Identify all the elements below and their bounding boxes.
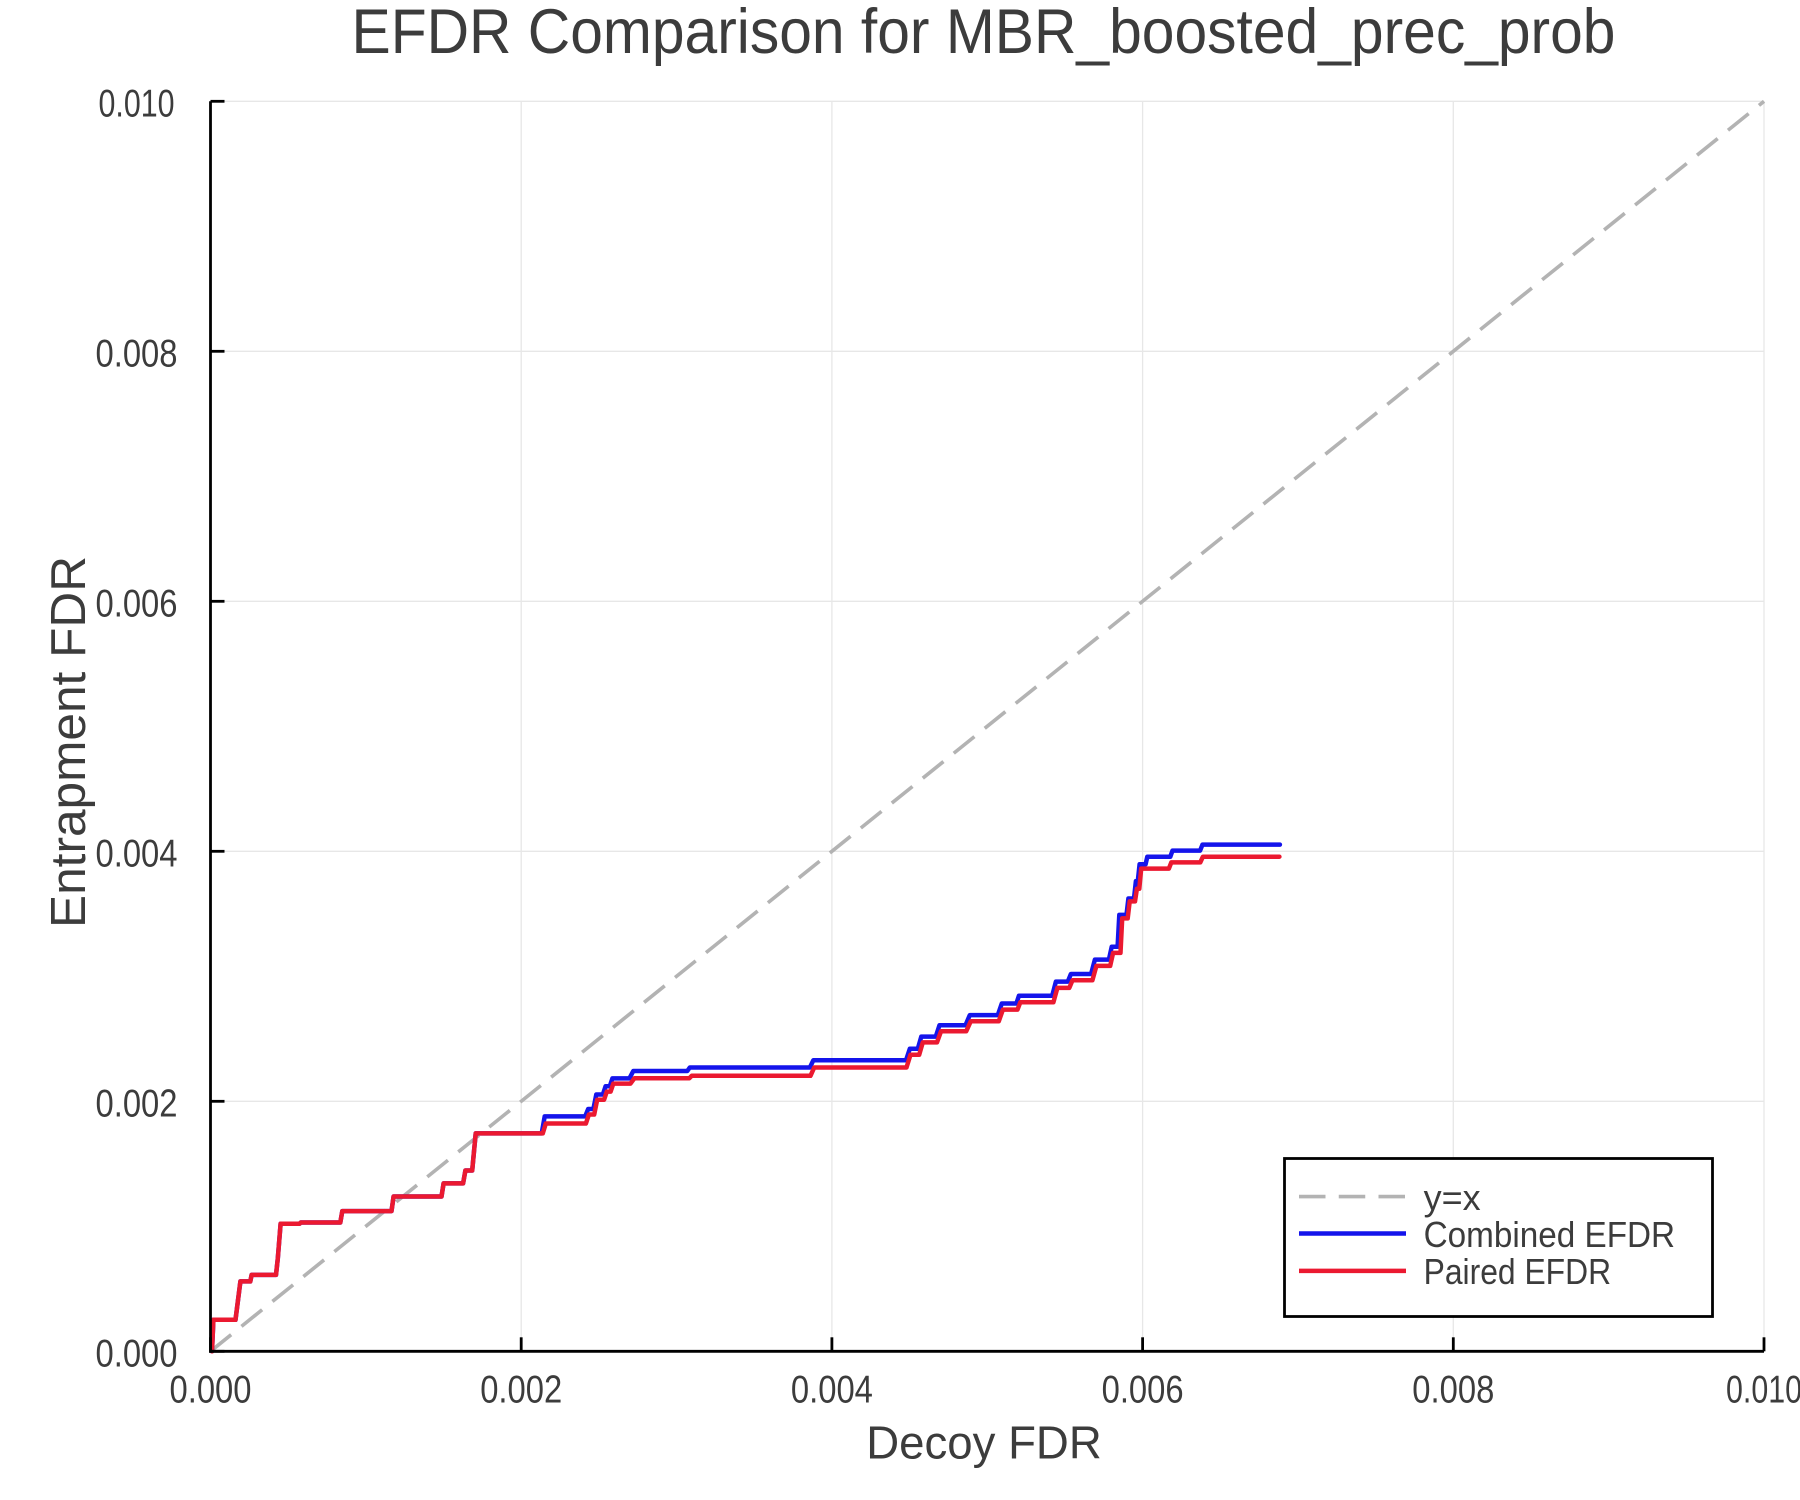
svg-text:Combined EFDR: Combined EFDR bbox=[1424, 1214, 1676, 1255]
svg-text:0.000: 0.000 bbox=[96, 1333, 178, 1376]
svg-text:EFDR Comparison for MBR_booste: EFDR Comparison for MBR_boosted_prec_pro… bbox=[352, 0, 1616, 67]
svg-text:Decoy FDR: Decoy FDR bbox=[866, 1417, 1102, 1469]
svg-text:0.004: 0.004 bbox=[96, 833, 178, 876]
svg-text:0.004: 0.004 bbox=[791, 1369, 873, 1412]
svg-text:y=x: y=x bbox=[1424, 1177, 1481, 1218]
svg-text:0.010: 0.010 bbox=[1726, 1369, 1800, 1412]
svg-text:0.002: 0.002 bbox=[96, 1083, 178, 1126]
svg-text:Entrapment FDR: Entrapment FDR bbox=[42, 556, 96, 928]
svg-text:Paired EFDR: Paired EFDR bbox=[1424, 1251, 1612, 1292]
svg-text:0.000: 0.000 bbox=[170, 1369, 252, 1412]
svg-text:0.006: 0.006 bbox=[96, 583, 178, 626]
svg-text:0.008: 0.008 bbox=[1412, 1369, 1494, 1412]
svg-text:0.008: 0.008 bbox=[96, 333, 178, 376]
svg-text:0.002: 0.002 bbox=[480, 1369, 562, 1412]
svg-text:0.010: 0.010 bbox=[99, 83, 175, 126]
svg-text:0.006: 0.006 bbox=[1102, 1369, 1184, 1412]
